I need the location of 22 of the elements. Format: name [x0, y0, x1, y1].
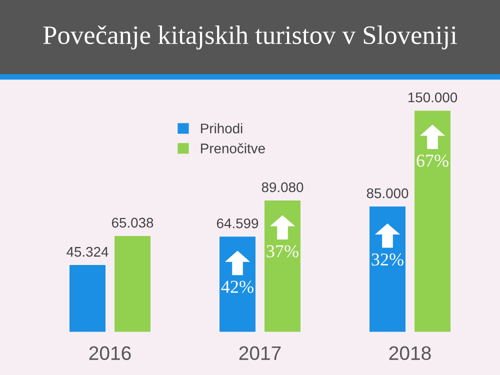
legend-label: Prenočitve — [201, 143, 265, 154]
legend-label: Prihodi — [201, 123, 242, 134]
bar — [264, 200, 300, 332]
annotation: 37% — [266, 245, 298, 258]
bar — [414, 110, 450, 332]
chart-title: Povečanje kitajskih turistov v Sloveniji — [43, 26, 457, 50]
data-label: 85.000 — [366, 188, 408, 198]
data-label: 150.000 — [408, 92, 458, 102]
x-tick-label: 2016 — [89, 346, 131, 360]
annotation: 67% — [416, 154, 448, 167]
data-label: 45.324 — [66, 246, 108, 257]
bar — [220, 236, 256, 332]
annotation: 32% — [372, 253, 404, 266]
x-tick-label: 2018 — [389, 346, 431, 360]
bar — [114, 236, 150, 332]
bar — [370, 206, 406, 332]
data-label: 64.599 — [216, 218, 258, 228]
annotation: 42% — [221, 280, 254, 293]
data-label: 65.038 — [112, 218, 154, 228]
x-tick-label: 2017 — [239, 346, 281, 360]
bar — [70, 265, 106, 332]
data-label: 89.080 — [262, 182, 304, 192]
